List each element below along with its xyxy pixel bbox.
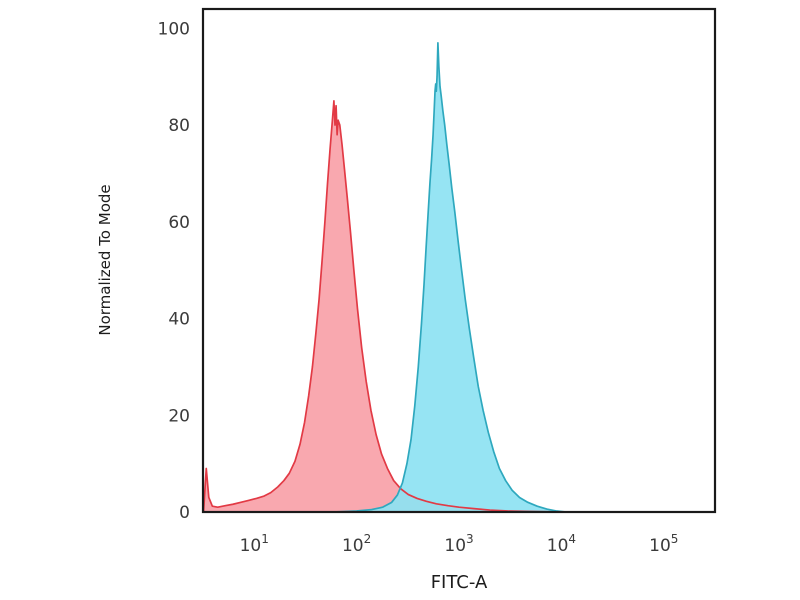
y-axis-tick-labels: 0 20 40 60 80 100	[158, 19, 190, 523]
series-control-area	[203, 100, 715, 512]
y-tick-label: 40	[168, 310, 190, 330]
x-tick-exponent: 5	[671, 532, 679, 546]
y-tick-label: 80	[168, 116, 190, 136]
y-tick-label: 60	[168, 213, 190, 233]
y-tick-label: 100	[158, 19, 190, 39]
plot-frame	[201, 7, 717, 514]
series-layer	[203, 42, 715, 512]
y-tick-label: 0	[179, 503, 190, 523]
x-axis-tick-labels: 101 102 103 104 105	[240, 532, 679, 556]
x-tick-exponent: 3	[466, 532, 474, 546]
y-tick-label: 20	[168, 406, 190, 426]
x-tick-exponent: 2	[364, 532, 372, 546]
series-sample-outline	[203, 42, 715, 512]
series-control-outline	[203, 100, 715, 512]
series-sample-area	[203, 42, 715, 512]
x-tick-exponent: 4	[568, 532, 576, 546]
x-axis-title: FITC-A	[431, 572, 488, 593]
y-axis-title: Normalized To Mode	[96, 184, 114, 335]
x-tick-exponent: 1	[261, 532, 269, 546]
